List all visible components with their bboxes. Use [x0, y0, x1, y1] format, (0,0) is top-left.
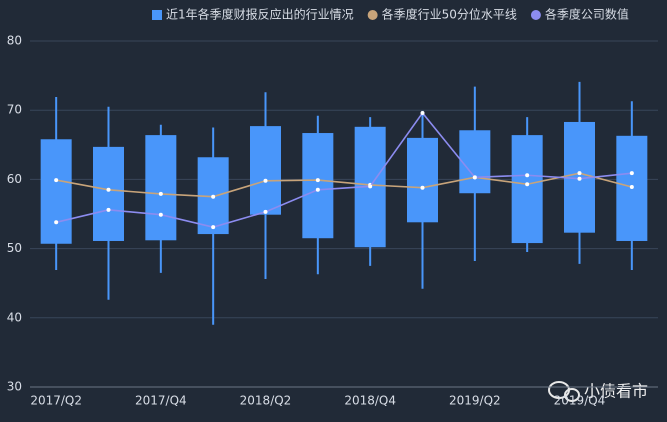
legend-swatch [152, 10, 162, 20]
point [263, 209, 268, 214]
point [315, 178, 320, 183]
point [106, 207, 111, 212]
point [158, 191, 163, 196]
box [40, 139, 72, 244]
legend-swatch [530, 10, 541, 20]
watermark-icon [548, 381, 580, 402]
y-tick-label: 40 [7, 310, 22, 324]
box [145, 135, 177, 241]
point [577, 171, 582, 176]
legend-label: 各季度行业50分位水平线 [382, 7, 517, 22]
point [629, 185, 634, 190]
point [577, 176, 582, 181]
point [525, 182, 530, 187]
x-tick-label: 2019/Q4 [554, 394, 606, 408]
series-line [55, 111, 632, 228]
box [250, 126, 281, 215]
point [420, 185, 425, 190]
x-tick-label: 2019/Q2 [449, 394, 501, 408]
y-tick-label: 80 [7, 34, 22, 48]
legend-label: 近1年各季度财报反应出的行业情况 [166, 7, 354, 22]
box [459, 130, 491, 194]
legend-label: 各季度公司数值 [545, 7, 629, 22]
box [302, 133, 334, 239]
x-tick-label: 2018/Q4 [344, 394, 396, 408]
x-tick-label: 2017/Q2 [30, 394, 82, 408]
point [525, 173, 530, 178]
y-tick-label: 70 [7, 103, 22, 117]
point [158, 212, 163, 217]
box [511, 135, 543, 244]
point [368, 184, 373, 189]
point [54, 220, 59, 225]
point [263, 178, 268, 183]
x-tick-label: 2018/Q2 [240, 394, 292, 408]
legend-swatch [367, 10, 378, 20]
box [407, 137, 438, 223]
point [211, 225, 216, 230]
point [420, 110, 425, 115]
y-tick-label: 30 [7, 380, 22, 394]
point [106, 187, 111, 192]
point [472, 175, 477, 180]
series-line [56, 172, 633, 198]
y-tick-label: 60 [7, 172, 22, 186]
point [315, 187, 320, 192]
box [93, 146, 124, 241]
watermark: 小债看市 [584, 382, 648, 401]
point [629, 171, 634, 176]
y-tick-label: 50 [7, 241, 22, 255]
point [211, 194, 216, 199]
point [54, 178, 59, 183]
x-tick-label: 2017/Q4 [135, 394, 187, 408]
